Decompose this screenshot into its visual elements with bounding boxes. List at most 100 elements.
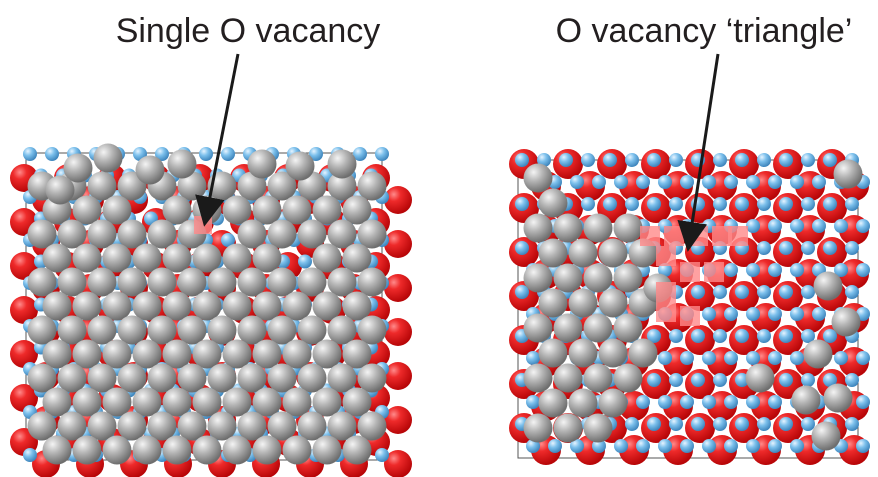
metal-atom [845,373,859,387]
adatom [72,387,102,417]
adatom [222,291,252,321]
adatom [207,315,237,345]
adatom [42,339,72,369]
adatom [312,339,342,369]
metal-atom [768,263,782,277]
adatom [312,435,342,465]
metal-atom [199,147,213,161]
arrow-single-vacancy [195,53,240,227]
adatom [327,315,357,345]
adatom [327,149,357,179]
adatom [57,315,87,345]
adatom [282,339,312,369]
adatom [45,175,75,205]
metal-atom [669,153,683,167]
metal-atom [823,153,837,167]
metal-atom [735,417,749,431]
metal-atom [768,219,782,233]
adatom [147,267,177,297]
adatom [523,363,553,393]
metal-atom [702,175,716,189]
metal-atom [856,439,870,453]
adatom [147,411,177,441]
metal-atom [375,147,389,161]
adatom [357,171,387,201]
vacancy-triangle-highlight [712,226,732,246]
metal-atom [526,439,540,453]
metal-atom [614,439,628,453]
adatom [162,435,192,465]
adatom [117,411,147,441]
adatom [177,411,207,441]
adatom [282,195,312,225]
metal-atom [658,395,672,409]
metal-atom [746,351,760,365]
adatom [568,288,598,318]
adatom [813,271,843,301]
adatom [357,315,387,345]
adatom [282,435,312,465]
adatom [523,313,553,343]
adatom [553,363,583,393]
adatom [267,411,297,441]
metal-atom [845,285,859,299]
adatom [252,243,282,273]
metal-atom [812,307,826,321]
adatom [613,213,643,243]
metal-atom [669,417,683,431]
metal-atom [768,395,782,409]
metal-atom [845,417,859,431]
surface-model-vacancy-triangle [509,149,870,465]
adatom [117,219,147,249]
adatom [237,267,267,297]
adatom [132,339,162,369]
adatom [538,388,568,418]
metal-atom [757,153,771,167]
adatom [342,243,372,273]
adatom [167,149,197,179]
metal-atom [691,285,705,299]
metal-atom [680,351,694,365]
adatom [312,195,342,225]
adatom [553,263,583,293]
adatom [177,363,207,393]
vacancy-triangle-highlight [640,226,660,246]
metal-atom [845,241,859,255]
vacancy-highlight [194,216,212,234]
adatom [523,413,553,443]
metal-atom [823,241,837,255]
metal-atom [636,175,650,189]
metal-atom [757,241,771,255]
adatom [267,315,297,345]
metal-atom [746,439,760,453]
adatom [831,307,861,337]
adatom [87,363,117,393]
adatom [327,171,357,201]
adatom [72,243,102,273]
adatom [147,219,177,249]
adatom [207,363,237,393]
adatom [312,387,342,417]
metal-atom [779,285,793,299]
adatom [72,339,102,369]
adatom [247,149,277,179]
adatom [285,151,315,181]
metal-atom [779,373,793,387]
adatom [42,291,72,321]
metal-atom [823,197,837,211]
metal-atom [735,153,749,167]
metal-atom [658,263,672,277]
metal-atom [768,351,782,365]
metal-atom [581,153,595,167]
adatom [57,363,87,393]
oxygen-atom [384,186,412,214]
metal-atom [768,307,782,321]
adatom [102,195,132,225]
adatom [72,435,102,465]
adatom [553,413,583,443]
metal-atom [812,219,826,233]
adatom [162,243,192,273]
vacancy-triangle-highlight [704,262,724,282]
metal-atom [845,197,859,211]
adatom [87,219,117,249]
